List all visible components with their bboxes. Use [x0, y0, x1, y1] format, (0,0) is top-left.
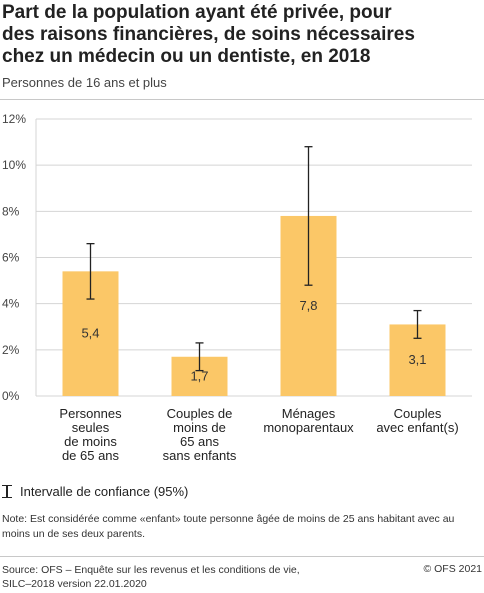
- bar-value-label: 1,7: [190, 368, 208, 383]
- legend: Intervalle de confiance (95%): [2, 484, 188, 499]
- y-axis-tick-labels: 0% 2% 4% 6% 8% 10% 12%: [2, 112, 26, 403]
- category-label: Couples de moins de 65 ans sans enfants: [163, 406, 237, 463]
- bar-chart: 0% 2% 4% 6% 8% 10% 12% 5,4 1,7 7,8 3,1 Personnes s…: [2, 112, 472, 463]
- bottom-divider: [0, 556, 484, 557]
- chart-subtitle: Personnes de 16 ans et plus: [2, 75, 167, 90]
- category-label: Ménages monoparentaux: [263, 406, 354, 435]
- x-axis-category-labels: Personnes seules de moins de 65 ans Couples …: [59, 406, 458, 463]
- error-bars: [86, 146, 422, 372]
- legend-label: Intervalle de confiance (95%): [20, 484, 189, 499]
- copyright-text: © OFS 2021: [423, 563, 482, 575]
- error-bar: [413, 309, 422, 339]
- category-label: Personnes seules de moins de 65 ans: [59, 406, 122, 463]
- category-label: Couples avec enfant(s): [376, 406, 458, 435]
- y-tick-label: 6%: [2, 251, 20, 265]
- source-text: Source: OFS – Enquête sur les revenus et…: [2, 564, 300, 590]
- y-tick-label: 4%: [2, 297, 20, 311]
- confidence-interval-icon: [2, 485, 12, 498]
- chart-title: Part de la population ayant été privée, …: [2, 2, 415, 67]
- y-tick-label: 0%: [2, 389, 20, 403]
- bar-value-label: 5,4: [81, 326, 99, 341]
- bars: [62, 215, 446, 396]
- y-tick-label: 8%: [2, 204, 20, 218]
- error-bar: [86, 242, 95, 300]
- y-tick-label: 12%: [2, 112, 26, 126]
- top-divider: [0, 99, 484, 100]
- error-bar: [195, 342, 204, 372]
- error-bar: [304, 146, 313, 286]
- y-tick-label: 10%: [2, 158, 26, 172]
- bar-value-label: 7,8: [299, 298, 317, 313]
- bar-value-label: 3,1: [408, 352, 426, 367]
- y-tick-label: 2%: [2, 343, 20, 357]
- value-labels: 5,4 1,7 7,8 3,1: [81, 298, 426, 383]
- footnote: Note: Est considérée comme «enfant» tout…: [2, 513, 455, 540]
